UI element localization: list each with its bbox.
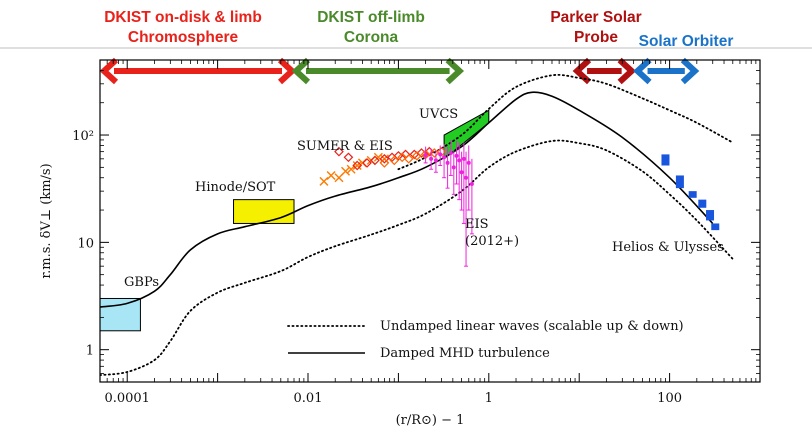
arrow-head bbox=[633, 57, 652, 85]
plot-area bbox=[100, 73, 734, 376]
data-point bbox=[469, 158, 474, 235]
data-point bbox=[438, 145, 443, 167]
arrow-head bbox=[445, 57, 465, 85]
obs-label: UVCS bbox=[419, 107, 458, 122]
data-point bbox=[457, 142, 462, 201]
legend: Undamped linear waves (scalable up & dow… bbox=[287, 319, 684, 361]
y-axis-label: r.m.s. δV⊥ (km/s) bbox=[39, 163, 54, 278]
data-point bbox=[459, 151, 464, 211]
mission-label: DKIST off-limb Corona bbox=[317, 9, 425, 46]
data-point bbox=[412, 150, 422, 161]
y-tick-label: 1 bbox=[86, 344, 94, 359]
x-tick-label: 100 bbox=[657, 391, 682, 406]
data-point bbox=[424, 146, 435, 157]
data-point bbox=[698, 199, 707, 208]
obs-label: GBPs bbox=[124, 275, 159, 290]
legend-label: Damped MHD turbulence bbox=[380, 346, 550, 361]
data-point bbox=[343, 152, 354, 163]
data-point bbox=[688, 191, 697, 198]
data-point bbox=[464, 151, 469, 267]
data-point bbox=[448, 139, 453, 176]
x-tick-label: 0.0001 bbox=[104, 391, 150, 406]
obs-label: EIS (2012+) bbox=[465, 217, 519, 249]
data-point bbox=[466, 145, 471, 211]
data-point bbox=[403, 153, 414, 164]
mission-label: DKIST on-disk & limb Chromosphere bbox=[104, 9, 262, 46]
plot-frame bbox=[99, 59, 761, 383]
y-tick-label: 10 bbox=[77, 236, 94, 251]
data-point bbox=[445, 146, 450, 189]
data-point bbox=[379, 153, 390, 164]
arrow-head bbox=[99, 57, 119, 85]
series-undamped-lower bbox=[100, 139, 734, 376]
obs-label: Hinode/SOT bbox=[195, 180, 276, 195]
mission-arrow bbox=[291, 57, 465, 85]
data-point bbox=[433, 150, 438, 173]
mission-label: Parker Solar Probe bbox=[550, 9, 641, 46]
mission-arrow bbox=[633, 57, 700, 85]
data-point bbox=[451, 150, 456, 195]
x-tick-label: 0.01 bbox=[294, 391, 323, 406]
series-undamped-upper bbox=[397, 73, 734, 171]
obs-box bbox=[100, 297, 141, 332]
data-point bbox=[379, 158, 390, 168]
x-tick-label: 1 bbox=[485, 391, 493, 406]
mission-label: Solar Orbiter bbox=[639, 33, 734, 50]
data-point bbox=[334, 146, 344, 157]
data-point bbox=[326, 170, 336, 180]
x-axis-label: (r/R⊙) − 1 bbox=[396, 413, 465, 428]
obs-box bbox=[233, 199, 295, 224]
arrow-head bbox=[680, 57, 700, 85]
data-point bbox=[352, 160, 363, 171]
obs-label: Helios & Ulysses bbox=[612, 240, 724, 255]
data-point bbox=[454, 140, 459, 185]
data-point bbox=[442, 144, 447, 179]
legend-label: Undamped linear waves (scalable up & dow… bbox=[380, 319, 684, 334]
mission-arrow bbox=[99, 57, 297, 85]
data-point bbox=[397, 152, 407, 163]
data-point bbox=[706, 210, 715, 221]
data-point bbox=[341, 166, 351, 176]
data-point bbox=[370, 155, 380, 166]
data-point bbox=[711, 223, 720, 231]
data-point bbox=[319, 176, 329, 186]
data-point bbox=[461, 142, 466, 224]
obs-band bbox=[443, 109, 490, 160]
data-point bbox=[362, 158, 372, 168]
obs-label: SUMER & EIS bbox=[297, 139, 393, 154]
data-point bbox=[429, 148, 434, 170]
data-point bbox=[423, 146, 428, 164]
data-point bbox=[393, 150, 404, 161]
series-damped bbox=[100, 91, 714, 308]
data-point bbox=[389, 155, 400, 166]
arrow-head bbox=[617, 57, 637, 85]
data-point bbox=[352, 161, 362, 171]
y-tick-label: 10² bbox=[72, 129, 94, 144]
data-point bbox=[675, 175, 684, 189]
data-point bbox=[661, 154, 670, 166]
